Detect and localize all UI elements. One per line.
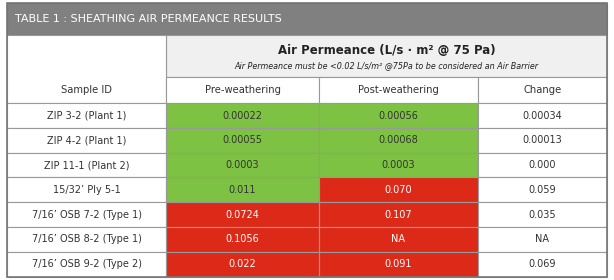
Text: 7/16’ OSB 9-2 (Type 2): 7/16’ OSB 9-2 (Type 2): [32, 259, 142, 269]
Bar: [478, 103, 607, 128]
Text: 0.035: 0.035: [529, 210, 556, 220]
Text: Sample ID: Sample ID: [61, 85, 112, 95]
Bar: [7, 178, 166, 202]
Bar: [319, 178, 478, 202]
Text: 0.070: 0.070: [384, 185, 412, 195]
Bar: [166, 227, 319, 252]
Bar: [478, 77, 607, 103]
Text: 0.0003: 0.0003: [381, 160, 415, 170]
Text: 0.091: 0.091: [384, 259, 412, 269]
Text: 0.1056: 0.1056: [226, 234, 260, 244]
Bar: [478, 178, 607, 202]
Bar: [166, 77, 319, 103]
Text: TABLE 1 : SHEATHING AIR PERMEANCE RESULTS: TABLE 1 : SHEATHING AIR PERMEANCE RESULT…: [15, 14, 281, 24]
Text: 7/16’ OSB 7-2 (Type 1): 7/16’ OSB 7-2 (Type 1): [32, 210, 142, 220]
Bar: [478, 128, 607, 153]
Bar: [319, 202, 478, 227]
Bar: [319, 153, 478, 178]
Bar: [7, 35, 166, 103]
Bar: [478, 252, 607, 277]
Bar: [7, 227, 166, 252]
Text: 0.00034: 0.00034: [523, 111, 562, 120]
Text: Air Permeance must be <0.02 L/s/m² @75Pa to be considered an Air Barrier: Air Permeance must be <0.02 L/s/m² @75Pa…: [235, 61, 538, 70]
Text: NA: NA: [391, 234, 405, 244]
Text: 0.00068: 0.00068: [378, 135, 418, 145]
Bar: [166, 128, 319, 153]
Bar: [319, 252, 478, 277]
Text: Air Permeance (L/s · m² @ 75 Pa): Air Permeance (L/s · m² @ 75 Pa): [278, 45, 495, 57]
Text: 0.00013: 0.00013: [523, 135, 562, 145]
Bar: [166, 35, 607, 77]
Text: 0.011: 0.011: [229, 185, 256, 195]
Bar: [166, 252, 319, 277]
Text: ZIP 4-2 (Plant 1): ZIP 4-2 (Plant 1): [47, 135, 126, 145]
Bar: [166, 202, 319, 227]
Text: 0.069: 0.069: [529, 259, 556, 269]
Bar: [7, 103, 166, 128]
Bar: [478, 153, 607, 178]
Bar: [166, 103, 319, 128]
Text: 0.0003: 0.0003: [226, 160, 259, 170]
Text: 0.00022: 0.00022: [223, 111, 263, 120]
Text: 0.059: 0.059: [529, 185, 556, 195]
Bar: [319, 77, 478, 103]
Bar: [7, 3, 607, 35]
Text: Post-weathering: Post-weathering: [358, 85, 439, 95]
Bar: [319, 128, 478, 153]
Bar: [319, 227, 478, 252]
Bar: [166, 178, 319, 202]
Bar: [7, 153, 166, 178]
Text: 0.00055: 0.00055: [223, 135, 263, 145]
Bar: [478, 227, 607, 252]
Text: 0.0724: 0.0724: [225, 210, 260, 220]
Text: Change: Change: [523, 85, 561, 95]
Bar: [7, 128, 166, 153]
Bar: [166, 153, 319, 178]
Bar: [7, 202, 166, 227]
Text: Pre-weathering: Pre-weathering: [204, 85, 281, 95]
Text: 0.000: 0.000: [529, 160, 556, 170]
Bar: [319, 103, 478, 128]
Bar: [478, 202, 607, 227]
Text: 0.107: 0.107: [384, 210, 412, 220]
Text: NA: NA: [535, 234, 549, 244]
Text: ZIP 3-2 (Plant 1): ZIP 3-2 (Plant 1): [47, 111, 126, 120]
Text: 7/16’ OSB 8-2 (Type 1): 7/16’ OSB 8-2 (Type 1): [32, 234, 142, 244]
Text: 0.00056: 0.00056: [378, 111, 418, 120]
Text: 15/32’ Ply 5-1: 15/32’ Ply 5-1: [53, 185, 120, 195]
Bar: [7, 252, 166, 277]
Text: ZIP 11-1 (Plant 2): ZIP 11-1 (Plant 2): [44, 160, 130, 170]
Text: 0.022: 0.022: [228, 259, 257, 269]
